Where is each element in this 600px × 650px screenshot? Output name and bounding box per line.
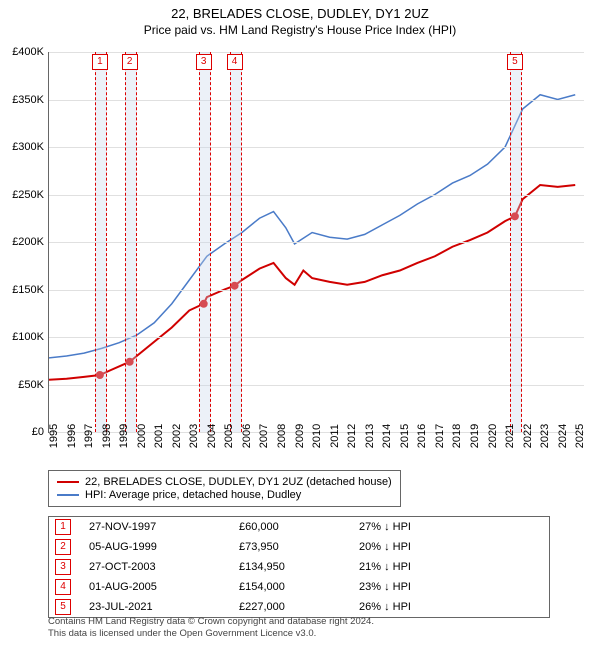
x-axis-tick-label: 2006 (241, 424, 253, 448)
y-axis-tick-label: £100K (0, 331, 44, 343)
legend-row-hpi: HPI: Average price, detached house, Dudl… (57, 489, 392, 501)
legend-swatch (57, 494, 79, 496)
y-axis-tick-label: £350K (0, 94, 44, 106)
sale-marker-badge: 3 (196, 54, 212, 70)
sale-vs-hpi: 23% ↓ HPI (359, 581, 543, 593)
sale-marker-badge: 2 (122, 54, 138, 70)
x-axis-tick-label: 2025 (574, 424, 586, 448)
sale-index-badge: 3 (55, 559, 71, 575)
sale-marker-band (510, 52, 522, 432)
sale-marker-badge: 4 (227, 54, 243, 70)
x-axis-tick-label: 2020 (487, 424, 499, 448)
table-row: 3 27-OCT-2003£134,95021% ↓ HPI (49, 557, 549, 577)
x-axis-tick-label: 2015 (399, 424, 411, 448)
x-axis-tick-label: 2011 (329, 424, 341, 448)
legend-label: HPI: Average price, detached house, Dudl… (85, 489, 301, 501)
sale-index-badge: 2 (55, 539, 71, 555)
legend-label: 22, BRELADES CLOSE, DUDLEY, DY1 2UZ (det… (85, 476, 392, 488)
x-axis-tick-label: 2019 (469, 424, 481, 448)
y-axis-tick-label: £0 (0, 426, 44, 438)
y-axis-tick-label: £50K (0, 379, 44, 391)
sale-marker-band (199, 52, 211, 432)
x-axis-tick-label: 1995 (48, 424, 60, 448)
x-axis-tick-label: 2009 (294, 424, 306, 448)
legend-swatch (57, 481, 79, 483)
y-axis-tick-label: £250K (0, 189, 44, 201)
sale-date: 05-AUG-1999 (89, 541, 239, 553)
sale-price: £154,000 (239, 581, 359, 593)
x-axis-tick-label: 2000 (136, 424, 148, 448)
sale-price: £60,000 (239, 521, 359, 533)
sale-marker-badge: 1 (92, 54, 108, 70)
sale-price: £134,950 (239, 561, 359, 573)
x-axis-tick-label: 2008 (276, 424, 288, 448)
x-axis-tick-label: 1997 (83, 424, 95, 448)
x-axis-tick-label: 2024 (557, 424, 569, 448)
x-axis-tick-label: 2003 (188, 424, 200, 448)
chart-title-address: 22, BRELADES CLOSE, DUDLEY, DY1 2UZ (0, 6, 600, 21)
x-axis-tick-label: 2001 (153, 424, 165, 448)
sale-marker-band (230, 52, 242, 432)
sale-vs-hpi: 27% ↓ HPI (359, 521, 543, 533)
chart-footer: Contains HM Land Registry data © Crown c… (48, 616, 374, 640)
chart-plot-area: 12 34 5 (48, 52, 584, 433)
x-axis-tick-label: 1998 (101, 424, 113, 448)
x-axis-tick-label: 2014 (381, 424, 393, 448)
table-row: 2 05-AUG-1999£73,95020% ↓ HPI (49, 537, 549, 557)
table-row: 5 23-JUL-2021£227,00026% ↓ HPI (49, 597, 549, 617)
sale-index-badge: 4 (55, 579, 71, 595)
footer-line-1: Contains HM Land Registry data © Crown c… (48, 616, 374, 628)
x-axis-tick-label: 2012 (346, 424, 358, 448)
x-axis-tick-label: 2022 (522, 424, 534, 448)
footer-line-2: This data is licensed under the Open Gov… (48, 628, 374, 640)
x-axis-tick-label: 2016 (416, 424, 428, 448)
sale-vs-hpi: 26% ↓ HPI (359, 601, 543, 613)
chart-title-subtitle: Price paid vs. HM Land Registry's House … (0, 23, 600, 37)
sale-index-badge: 1 (55, 519, 71, 535)
x-axis-tick-label: 2021 (504, 424, 516, 448)
sale-date: 23-JUL-2021 (89, 601, 239, 613)
sale-index-badge: 5 (55, 599, 71, 615)
x-axis-tick-label: 2018 (451, 424, 463, 448)
y-axis-tick-label: £150K (0, 284, 44, 296)
y-axis-tick-label: £400K (0, 46, 44, 58)
y-axis-tick-label: £300K (0, 141, 44, 153)
sale-vs-hpi: 21% ↓ HPI (359, 561, 543, 573)
x-axis-tick-label: 2023 (539, 424, 551, 448)
sale-price: £73,950 (239, 541, 359, 553)
sale-date: 27-NOV-1997 (89, 521, 239, 533)
x-axis-tick-label: 2002 (171, 424, 183, 448)
sale-date: 01-AUG-2005 (89, 581, 239, 593)
y-axis-tick-label: £200K (0, 236, 44, 248)
sale-marker-band (95, 52, 107, 432)
x-axis-tick-label: 2010 (311, 424, 323, 448)
sale-price: £227,000 (239, 601, 359, 613)
x-axis-tick-label: 1999 (118, 424, 130, 448)
table-row: 4 01-AUG-2005£154,00023% ↓ HPI (49, 577, 549, 597)
chart-legend: 22, BRELADES CLOSE, DUDLEY, DY1 2UZ (det… (48, 470, 401, 507)
table-row: 1 27-NOV-1997£60,00027% ↓ HPI (49, 517, 549, 537)
x-axis-tick-label: 2017 (434, 424, 446, 448)
sales-table: 1 27-NOV-1997£60,00027% ↓ HPI 2 05-AUG-1999… (48, 516, 550, 618)
sale-marker-badge: 5 (507, 54, 523, 70)
x-axis-tick-label: 2005 (223, 424, 235, 448)
sale-marker-band (125, 52, 137, 432)
x-axis-tick-label: 2013 (364, 424, 376, 448)
sale-vs-hpi: 20% ↓ HPI (359, 541, 543, 553)
legend-row-price-paid: 22, BRELADES CLOSE, DUDLEY, DY1 2UZ (det… (57, 476, 392, 488)
x-axis-tick-label: 2007 (258, 424, 270, 448)
x-axis-tick-label: 2004 (206, 424, 218, 448)
x-axis-tick-label: 1996 (66, 424, 78, 448)
sale-date: 27-OCT-2003 (89, 561, 239, 573)
